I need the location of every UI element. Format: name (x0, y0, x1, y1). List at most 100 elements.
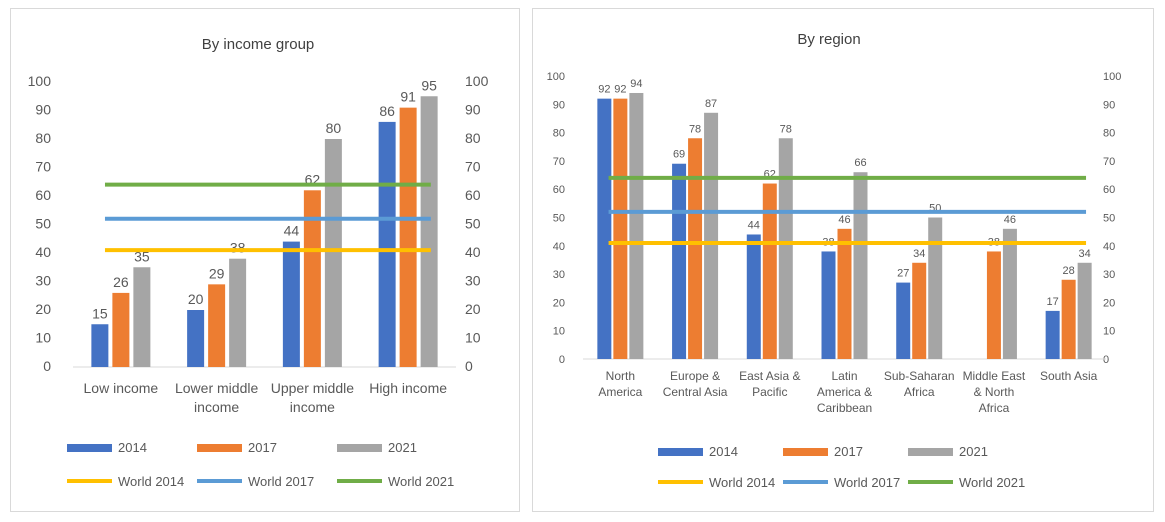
legend-swatch-2021 (908, 448, 953, 456)
y-tick-label-left: 20 (553, 297, 565, 309)
y-tick-label-right: 90 (465, 102, 481, 118)
y-tick-label-left: 80 (35, 130, 51, 146)
y-tick-label-left: 100 (28, 73, 52, 89)
y-tick-label-left: 40 (35, 244, 51, 260)
income-group-chart: By income group 0 0 10 10 20 20 30 30 40 40 50 50 60 6… (28, 36, 489, 489)
y-tick-label-right: 80 (465, 130, 481, 146)
data-label-2021: 94 (630, 78, 642, 90)
bar-2021 (133, 267, 151, 367)
data-label-2017: 34 (913, 248, 925, 260)
x-category-label: Africa (979, 401, 1010, 415)
data-label-2021: 46 (1004, 214, 1016, 226)
x-category-label: & North (974, 385, 1015, 399)
bar-2017 (613, 98, 628, 359)
legend-label-world-2014: World 2014 (118, 474, 184, 489)
data-label-2017: 92 (614, 84, 626, 96)
bar-2017 (837, 228, 852, 359)
bar-2014 (187, 310, 205, 367)
y-tick-label-right: 20 (465, 301, 481, 317)
chart-title: By income group (202, 36, 315, 53)
y-tick-label-left: 70 (35, 159, 51, 175)
y-tick-label-right: 30 (465, 273, 481, 289)
legend-label-2017: 2017 (248, 440, 277, 455)
y-tick-label-left: 40 (553, 241, 565, 253)
y-tick-label-right: 40 (1103, 241, 1115, 253)
y-tick-label-right: 90 (1103, 99, 1115, 111)
data-label-2017: 46 (838, 214, 850, 226)
y-tick-label-right: 100 (465, 73, 489, 89)
y-tick-label-left: 100 (547, 71, 565, 83)
bar-2014 (896, 282, 911, 359)
data-label-2021: 95 (421, 77, 437, 93)
legend-label-world-2014: World 2014 (709, 475, 775, 490)
x-category-label: Pacific (752, 385, 787, 399)
legend-label-world-2017: World 2017 (248, 474, 314, 489)
bar-2017 (986, 251, 1001, 359)
bar-2017 (399, 107, 417, 368)
bar-2021 (853, 172, 868, 359)
y-tick-label-right: 60 (465, 187, 481, 203)
y-tick-label-left: 30 (553, 269, 565, 281)
y-tick-label-left: 0 (559, 354, 565, 366)
x-category-label: Middle East (963, 369, 1026, 383)
chart-title: By region (797, 31, 860, 48)
y-tick-label-right: 50 (1103, 213, 1115, 225)
y-tick-label-right: 20 (1103, 297, 1115, 309)
data-label-2021: 87 (705, 98, 717, 110)
y-tick-label-right: 80 (1103, 128, 1115, 140)
data-label-2014: 69 (673, 149, 685, 161)
legend-swatch-2017 (197, 444, 242, 452)
y-tick-label-left: 50 (553, 213, 565, 225)
legend-swatch-2014 (658, 448, 703, 456)
y-tick-label-left: 90 (35, 102, 51, 118)
x-category-label: Latin (831, 369, 857, 383)
legend-swatch-2021 (337, 444, 382, 452)
y-tick-label-left: 60 (35, 187, 51, 203)
bar-2021 (420, 96, 438, 367)
bar-2021 (1077, 262, 1092, 359)
y-tick-label-right: 10 (465, 330, 481, 346)
y-tick-label-left: 10 (553, 326, 565, 338)
y-tick-label-left: 60 (553, 184, 565, 196)
x-category-label: Europe & (670, 369, 720, 383)
legend-label-world-2017: World 2017 (834, 475, 900, 490)
income-group-chart-panel: By income group 0 0 10 10 20 20 30 30 40 40 50 50 60 6… (10, 8, 520, 512)
legend-swatch-2017 (783, 448, 828, 456)
data-label-2021: 66 (854, 157, 866, 169)
legend-label-2014: 2014 (709, 444, 738, 459)
data-label-2014: 44 (748, 219, 760, 231)
y-tick-label-right: 60 (1103, 184, 1115, 196)
y-tick-label-left: 30 (35, 273, 51, 289)
region-chart-panel: By region 0 0 10 10 20 20 30 30 40 40 50 50 60 60 70 70 8… (532, 8, 1154, 512)
x-category-label: South Asia (1040, 369, 1098, 383)
y-tick-label-right: 70 (1103, 156, 1115, 168)
data-label-2021: 35 (134, 248, 150, 264)
x-category-label: East Asia & (739, 369, 800, 383)
data-label-2021: 80 (326, 120, 342, 136)
bar-2014 (821, 251, 836, 359)
data-label-2014: 86 (379, 103, 395, 119)
data-label-2017: 91 (400, 89, 416, 105)
legend-label-2021: 2021 (388, 440, 417, 455)
data-label-2014: 27 (897, 268, 909, 280)
bar-2017 (208, 284, 226, 367)
bar-2021 (229, 258, 247, 367)
data-label-2014: 17 (1047, 296, 1059, 308)
y-tick-label-right: 0 (1103, 354, 1109, 366)
legend-swatch-2014 (67, 444, 112, 452)
bar-2014 (282, 241, 300, 367)
bar-2017 (912, 262, 927, 359)
bar-2014 (91, 324, 109, 367)
y-tick-label-right: 40 (465, 244, 481, 260)
bar-2021 (1002, 228, 1017, 359)
legend-label-world-2021: World 2021 (388, 474, 454, 489)
bar-2014 (672, 163, 687, 359)
y-tick-label-left: 80 (553, 128, 565, 140)
x-category-label: income (194, 399, 239, 415)
bar-2021 (704, 112, 719, 359)
region-chart: By region 0 0 10 10 20 20 30 30 40 40 50 50 60 60 70 70 8… (547, 31, 1122, 490)
data-label-2017: 26 (113, 274, 129, 290)
x-category-label: High income (369, 380, 447, 396)
bar-2014 (746, 234, 761, 359)
data-label-2017: 28 (1063, 265, 1075, 277)
